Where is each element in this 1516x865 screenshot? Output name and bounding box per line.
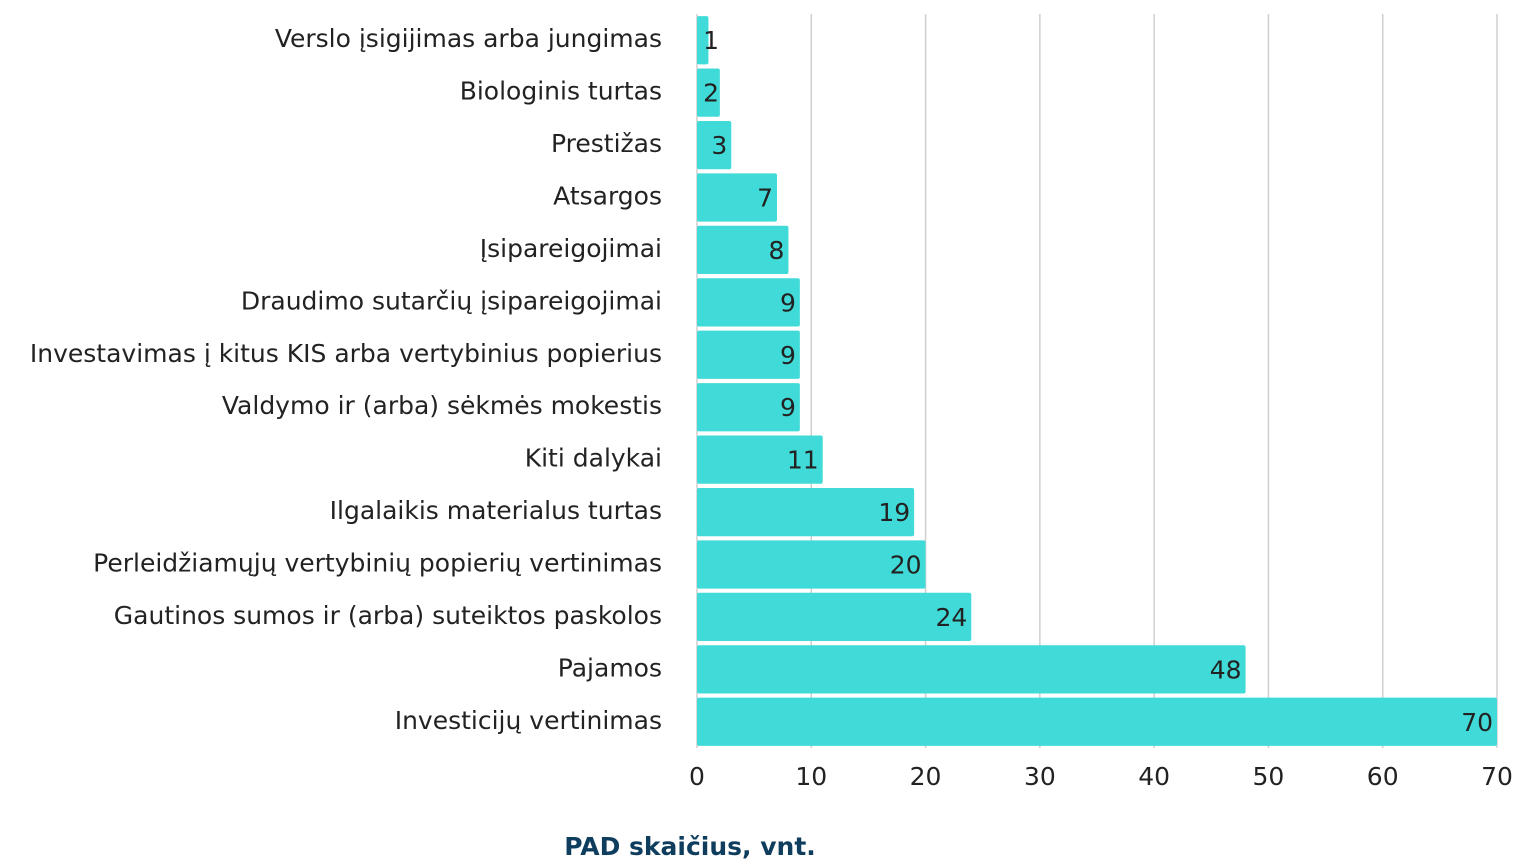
value-label: 70	[1461, 708, 1493, 737]
bar	[697, 645, 1246, 694]
value-label: 8	[769, 236, 785, 265]
x-tick-label: 10	[795, 762, 827, 791]
value-label: 7	[757, 184, 773, 213]
x-tick-label: 20	[910, 762, 942, 791]
y-tick-label: Investicijų vertinimas	[395, 706, 662, 735]
y-tick-label: Įsipareigojimai	[480, 234, 662, 263]
bar	[697, 225, 789, 275]
y-tick-label: Atsargos	[553, 182, 662, 211]
bar	[697, 120, 732, 170]
bar	[697, 278, 800, 327]
bar	[697, 592, 972, 642]
bar	[697, 540, 926, 589]
x-tick-label: 0	[689, 762, 705, 791]
value-label: 48	[1210, 655, 1242, 684]
y-tick-label: Pajamos	[558, 653, 662, 682]
value-label: 20	[890, 551, 922, 580]
x-tick-label: 30	[1024, 762, 1056, 791]
bar	[697, 173, 777, 222]
y-tick-label: Verslo įsigijimas arba jungimas	[275, 24, 662, 53]
y-tick-label: Gautinos sumos ir (arba) suteiktos pasko…	[114, 601, 662, 630]
value-label: 3	[711, 131, 727, 160]
y-tick-label: Prestižas	[551, 129, 662, 158]
y-tick-label: Perleidžiamųjų vertybinių popierių verti…	[93, 549, 662, 578]
bar	[697, 330, 800, 379]
x-tick-label: 40	[1138, 762, 1170, 791]
x-axis-label: PAD skaičius, vnt.	[564, 832, 816, 861]
y-tick-label: Kiti dalykai	[525, 444, 662, 473]
y-tick-label: Draudimo sutarčių įsipareigojimai	[241, 286, 662, 315]
x-tick-label: 50	[1253, 762, 1285, 791]
value-label: 19	[878, 498, 910, 527]
y-tick-label: Investavimas į kitus KIS arba vertybiniu…	[30, 339, 662, 368]
bar	[697, 16, 709, 65]
x-tick-label: 70	[1481, 762, 1513, 791]
value-label: 9	[780, 393, 796, 422]
value-label: 1	[703, 26, 719, 55]
value-label: 11	[787, 446, 819, 475]
bar	[697, 68, 720, 117]
value-label: 2	[703, 79, 719, 108]
y-tick-label: Valdymo ir (arba) sėkmės mokestis	[222, 391, 662, 420]
value-label: 24	[935, 603, 967, 632]
bar	[697, 435, 823, 484]
bar	[697, 487, 915, 537]
value-label: 9	[780, 341, 796, 370]
bar	[697, 697, 1497, 746]
bar	[697, 383, 800, 432]
y-tick-label: Biologinis turtas	[460, 77, 662, 106]
value-label: 9	[780, 288, 796, 317]
x-tick-label: 60	[1367, 762, 1399, 791]
y-tick-label: Ilgalaikis materialus turtas	[330, 496, 662, 525]
